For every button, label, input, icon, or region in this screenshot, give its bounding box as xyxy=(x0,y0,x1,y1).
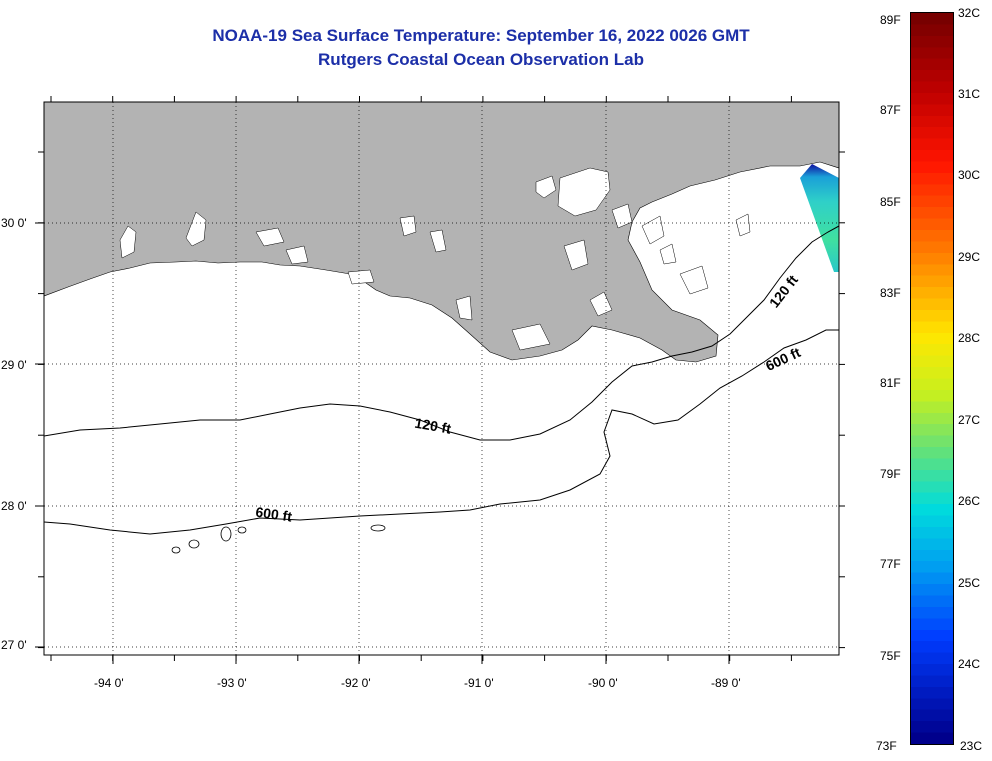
colorbar-c-label: 24C xyxy=(958,657,981,671)
colorbar-c-label: 27C xyxy=(958,413,981,427)
contour-120ft xyxy=(44,225,839,441)
map-subtitle: Rutgers Coastal Ocean Observation Lab xyxy=(318,50,644,69)
colorbar-f-label: 87F xyxy=(880,103,901,117)
colorbar-f-label: 73F xyxy=(876,739,897,753)
map-frame xyxy=(43,101,840,656)
map-title: NOAA-19 Sea Surface Temperature: Septemb… xyxy=(212,26,750,45)
colorbar-f-label: 85F xyxy=(880,195,901,209)
x-axis-label-93: -93 0' xyxy=(217,676,247,690)
colorbar-c-label: 25C xyxy=(958,576,981,590)
inland-lakes xyxy=(119,167,751,351)
colorbar-c-label: 30C xyxy=(958,168,981,182)
contour-islands xyxy=(171,524,386,554)
colorbar-f-label: 83F xyxy=(880,286,901,300)
x-axis-label-90: -90 0' xyxy=(588,676,618,690)
colorbar-f-label: 79F xyxy=(880,467,901,481)
colorbar-f-label: 81F xyxy=(880,376,901,390)
y-axis-label-30: 30 0' xyxy=(1,216,27,230)
colorbar-c-label: 31C xyxy=(958,87,981,101)
y-axis-label-27: 27 0' xyxy=(1,638,27,652)
contour-label-600ft-left: 600 ft xyxy=(255,504,294,525)
contour-label-120ft-left: 120 ft xyxy=(414,415,453,437)
temperature-colorbar xyxy=(910,12,954,745)
colorbar-f-label: 89F xyxy=(880,13,901,27)
x-axis-label-91: -91 0' xyxy=(464,676,494,690)
y-axis-label-29: 29 0' xyxy=(1,358,27,372)
x-axis-label-94: -94 0' xyxy=(94,676,124,690)
grid-lines xyxy=(44,102,839,655)
colorbar-c-label: 23C xyxy=(960,739,983,753)
x-axis-label-89: -89 0' xyxy=(711,676,741,690)
colorbar-c-label: 32C xyxy=(958,6,981,20)
y-axis-label-28: 28 0' xyxy=(1,499,27,513)
x-axis-label-92: -92 0' xyxy=(341,676,371,690)
contour-600ft xyxy=(44,329,839,535)
colorbar-c-label: 29C xyxy=(958,250,981,264)
colorbar-c-label: 28C xyxy=(958,331,981,345)
colorbar-f-label: 77F xyxy=(880,557,901,571)
contour-label-120ft-right: 120 ft xyxy=(766,272,801,311)
axis-ticks xyxy=(35,96,845,664)
colorbar-f-label: 75F xyxy=(880,649,901,663)
colorbar-c-label: 26C xyxy=(958,494,981,508)
sst-swath xyxy=(800,164,839,272)
